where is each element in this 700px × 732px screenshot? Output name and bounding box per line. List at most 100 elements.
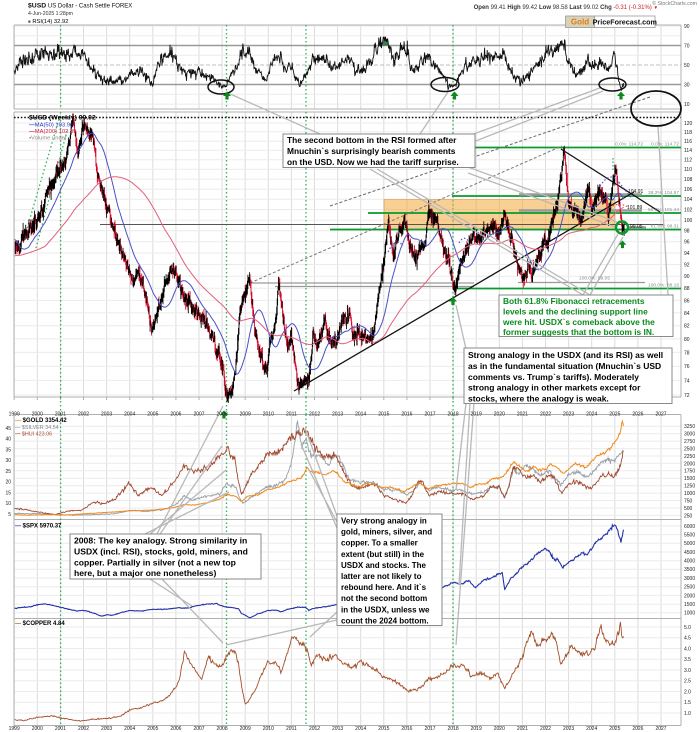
svg-text:100.0%: 88.16: 100.0%: 88.16: [648, 283, 679, 289]
svg-text:5: 5: [8, 512, 11, 518]
svg-text:2500: 2500: [684, 585, 695, 591]
svg-text:120: 120: [684, 121, 693, 127]
svg-text:3.0: 3.0: [684, 668, 691, 674]
svg-text:2012: 2012: [309, 411, 320, 417]
svg-text:2021: 2021: [517, 726, 528, 732]
svg-text:74: 74: [684, 378, 690, 384]
svg-text:45: 45: [5, 426, 11, 432]
svg-text:50: 50: [684, 63, 690, 69]
svg-text:1999: 1999: [9, 411, 20, 417]
svg-text:2017: 2017: [424, 411, 435, 417]
svg-text:count the 2024 bottom.: count the 2024 bottom.: [341, 616, 429, 625]
svg-text:30: 30: [5, 458, 11, 464]
svg-text:rebound here. And it`s: rebound here. And it`s: [341, 583, 427, 592]
svg-text:250: 250: [684, 513, 693, 519]
svg-text:2000: 2000: [684, 593, 695, 599]
svg-text:2250: 2250: [684, 454, 695, 460]
svg-text:— $SILVER 34.54: — $SILVER 34.54: [15, 425, 59, 431]
svg-text:90: 90: [684, 274, 690, 280]
svg-text:4500: 4500: [684, 550, 695, 556]
svg-text:15: 15: [5, 490, 11, 496]
svg-text:2021: 2021: [517, 411, 528, 417]
svg-text:3000: 3000: [684, 576, 695, 582]
svg-text:extent (but still) in the: extent (but still) in the: [341, 550, 425, 559]
svg-text:2016: 2016: [401, 726, 412, 732]
svg-text:2018: 2018: [448, 411, 459, 417]
svg-text:2003: 2003: [101, 726, 112, 732]
svg-text:copper. Partially in silver (n: copper. Partially in silver (not a new t…: [74, 557, 236, 567]
svg-text:$USD US Dollar - Cash Settle F: $USD US Dollar - Cash Settle FOREX: [28, 3, 132, 10]
svg-text:strong analogy in other market: strong analogy in other markets except f…: [468, 383, 641, 393]
svg-text:38.2%: 104.57: 38.2%: 104.57: [648, 190, 679, 196]
svg-text:2019: 2019: [471, 411, 482, 417]
svg-text:2000: 2000: [32, 411, 43, 417]
svg-text:2019: 2019: [471, 726, 482, 732]
svg-text:1750: 1750: [684, 469, 695, 475]
svg-text:10: 10: [684, 102, 690, 108]
svg-text:5.0: 5.0: [684, 625, 691, 631]
svg-text:98: 98: [684, 229, 690, 235]
svg-text:2001: 2001: [55, 726, 66, 732]
svg-text:2015: 2015: [378, 411, 389, 417]
svg-text:Very strong analogy in: Very strong analogy in: [341, 517, 427, 526]
svg-text:latter are not likely to: latter are not likely to: [341, 572, 422, 581]
svg-text:2002: 2002: [78, 411, 89, 417]
svg-text:99.05: 99.05: [630, 224, 643, 230]
svg-text:2010: 2010: [263, 411, 274, 417]
svg-text:—MA(200) 102.89: —MA(200) 102.89: [29, 129, 76, 135]
svg-text:2007: 2007: [193, 411, 204, 417]
svg-text:2005: 2005: [147, 411, 158, 417]
svg-text:1500: 1500: [684, 476, 695, 482]
svg-text:2001: 2001: [55, 411, 66, 417]
svg-text:114: 114: [684, 148, 692, 154]
svg-text:2.0: 2.0: [684, 689, 691, 695]
svg-text:2009: 2009: [240, 411, 251, 417]
svg-text:2013: 2013: [332, 726, 343, 732]
svg-text:35: 35: [5, 447, 11, 453]
svg-text:2023: 2023: [563, 726, 574, 732]
svg-text:Strong analogy in the USDX (an: Strong analogy in the USDX (and its RSI)…: [468, 350, 663, 360]
svg-text:0.0%: 114.72: 0.0%: 114.72: [651, 142, 679, 148]
svg-text:2026: 2026: [632, 726, 643, 732]
svg-text:1.5: 1.5: [684, 700, 691, 706]
svg-text:1250: 1250: [684, 484, 695, 490]
svg-text:96: 96: [684, 240, 690, 246]
svg-text:3250: 3250: [684, 424, 695, 430]
svg-text:2027: 2027: [655, 726, 666, 732]
svg-text:The second bottom in the RSI f: The second bottom in the RSI formed afte…: [287, 135, 457, 145]
svg-text:$USD (Weekly) 99.02: $USD (Weekly) 99.02: [29, 115, 96, 122]
svg-text:30: 30: [684, 82, 690, 88]
svg-text:2018: 2018: [448, 726, 459, 732]
svg-text:former suggests that the botto: former suggests that the bottom is IN.: [503, 327, 654, 337]
svg-text:2027: 2027: [655, 411, 666, 417]
svg-text:2008: 2008: [217, 726, 228, 732]
svg-text:2020: 2020: [494, 726, 505, 732]
svg-text:Mnuchin`s surprisingly bearish: Mnuchin`s surprisingly bearish comments: [287, 146, 456, 156]
svg-text:3500: 3500: [684, 567, 695, 573]
svg-text:copper. To a smaller: copper. To a smaller: [341, 539, 418, 548]
svg-text:2000: 2000: [684, 461, 695, 467]
svg-text:2500: 2500: [684, 447, 695, 453]
svg-text:106: 106: [684, 187, 693, 193]
svg-text:2006: 2006: [170, 411, 181, 417]
svg-text:100: 100: [684, 218, 693, 224]
svg-text:2024: 2024: [586, 726, 597, 732]
svg-text:in the USDX, unless we: in the USDX, unless we: [341, 605, 430, 614]
svg-text:104: 104: [684, 197, 693, 203]
svg-text:78: 78: [684, 350, 690, 356]
svg-text:500: 500: [684, 506, 693, 512]
svg-text:1.0: 1.0: [684, 711, 691, 717]
svg-text:0.0%: 114.72: 0.0%: 114.72: [615, 142, 643, 148]
svg-text:2026: 2026: [632, 411, 643, 417]
svg-text:50.0%: 101.44: 50.0%: 101.44: [648, 207, 679, 213]
svg-text:61.8%: 98.31: 61.8%: 98.31: [651, 224, 680, 230]
svg-text:2025: 2025: [609, 726, 620, 732]
svg-text:20: 20: [5, 480, 11, 486]
svg-text:88: 88: [684, 286, 690, 292]
svg-text:2022: 2022: [540, 411, 551, 417]
svg-text:USDX (incl. RSI), stocks, gold: USDX (incl. RSI), stocks, gold, miners, …: [74, 546, 248, 556]
svg-text:112: 112: [684, 158, 692, 164]
svg-text:94: 94: [684, 251, 690, 257]
svg-text:2017: 2017: [424, 726, 435, 732]
svg-text:2023: 2023: [563, 411, 574, 417]
